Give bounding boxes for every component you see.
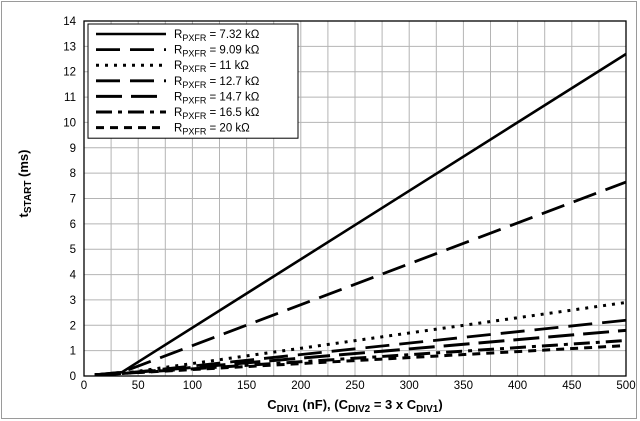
legend-label-part: = 7.32 kΩ [206,29,259,41]
legend-label-2: RPXFR = 9.09 kΩ [174,45,260,59]
axis-title-text: (nF), (C [299,397,349,412]
axis-title-text: ) [438,397,442,412]
legend-label-part: = 9.09 kΩ [206,45,259,57]
legend-label-part: = 14.7 kΩ [206,91,259,103]
y-tick-label: 14 [63,16,76,28]
y-tick-label: 12 [63,67,76,79]
legend-label-part: PXFR [182,33,207,43]
x-tick-label: 100 [183,380,202,392]
x-tick-label: 200 [291,380,310,392]
x-tick-label: 0 [81,380,87,392]
legend-label-part: = 11 kΩ [206,60,249,72]
legend-label-part: PXFR [182,127,207,137]
legend-label-part: PXFR [182,64,207,74]
y-tick-label: 5 [70,244,76,256]
y-tick-label: 9 [70,143,76,155]
x-axis-ticks: 0 50 100 150 200 250 300 350 400 450 500 [81,380,636,392]
axis-title-subscript: START [23,181,34,214]
y-tick-label: 7 [70,194,76,206]
x-tick-label: 500 [616,380,635,392]
legend-label-part: PXFR [182,80,207,90]
x-axis-title: CDIV1 (nF), (CDIV2 = 3 x CDIV1) [267,397,442,415]
axis-title-text: (ms) [16,150,31,181]
y-tick-label: 4 [70,270,77,282]
axis-title-subscript: DIV1 [277,404,300,415]
axis-title-subscript: DIV1 [416,404,439,415]
y-tick-label: 10 [63,117,76,129]
x-tick-label: 350 [454,380,473,392]
series-line-6 [94,339,627,377]
legend-label-part: R [174,91,182,103]
legend-label-part: = 12.7 kΩ [206,76,259,88]
x-tick-label: 400 [508,380,527,392]
legend-label-part: PXFR [182,111,207,121]
y-tick-label: 2 [70,320,76,332]
y-tick-label: 8 [70,168,76,180]
legend-label-part: PXFR [182,95,207,105]
y-tick-label: 11 [64,92,76,104]
y-tick-label: 6 [70,219,76,231]
axis-title-subscript: DIV2 [348,404,371,415]
x-tick-label: 50 [132,380,145,392]
legend-label-5: RPXFR = 14.7 kΩ [174,91,260,105]
legend-label-part: R [174,123,182,135]
y-axis-title: tSTART (ms) [16,150,34,218]
y-tick-label: 3 [70,295,76,307]
series-lines [94,52,627,377]
x-tick-label: 300 [400,380,419,392]
legend-label-7: RPXFR = 20 kΩ [174,123,250,137]
x-tick-label: 450 [562,380,581,392]
legend-label-part: R [174,29,182,41]
axis-title-text: = 3 x C [370,397,416,412]
legend-label-part: R [174,60,182,72]
y-tick-label: 13 [63,41,76,53]
legend-label-1: RPXFR = 7.32 kΩ [174,29,260,43]
axis-title-text: t [16,213,31,218]
x-tick-label: 150 [237,380,256,392]
legend-label-part: R [174,76,182,88]
x-tick-label: 250 [345,380,364,392]
legend-label-part: = 16.5 kΩ [206,107,259,119]
legend-label-3: RPXFR = 11 kΩ [174,60,249,74]
legend-label-part: PXFR [182,49,207,59]
legend-label-part: = 20 kΩ [206,123,250,135]
series-line-4 [94,318,627,377]
legend-label-6: RPXFR = 16.5 kΩ [174,107,260,121]
legend-label-part: R [174,45,182,57]
legend-label-part: R [174,107,182,119]
axis-title-text: C [267,397,277,412]
legend-label-4: RPXFR = 12.7 kΩ [174,76,260,90]
y-tick-label: 0 [70,371,76,383]
legend-box [87,23,299,139]
y-tick-label: 1 [70,346,76,358]
plot-border [83,20,627,377]
